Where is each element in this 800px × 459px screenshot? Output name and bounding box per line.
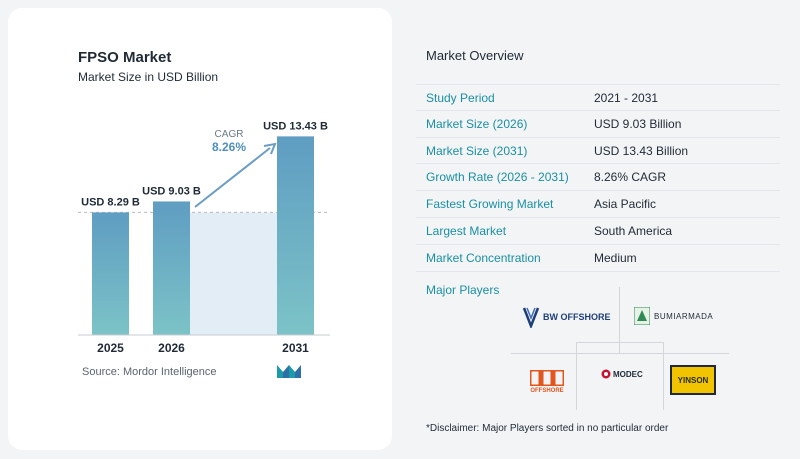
bumi-armada-logo: BUMIARMADA [634, 307, 713, 325]
sbm-icon [530, 370, 564, 386]
overview-value: 2021 - 2031 [594, 91, 659, 105]
overview-title: Market Overview [426, 48, 524, 63]
disclaimer-text: *Disclaimer: Major Players sorted in no … [426, 423, 669, 434]
cagr-arrow-line [194, 147, 271, 208]
yinson-logo: YINSON [670, 365, 716, 395]
overview-value: Asia Pacific [594, 197, 657, 212]
bar-2025 [92, 212, 129, 335]
bw-offshore-icon [522, 307, 540, 328]
players-divider [619, 287, 620, 353]
data-label-2026: USD 9.03 B [142, 185, 201, 197]
sbm-offshore-logo: OFFSHORE [530, 370, 564, 394]
cagr-label: CAGR [215, 129, 244, 140]
chart-title: FPSO Market [78, 49, 172, 66]
players-divider [663, 342, 664, 410]
overview-row: Study Period 2021 - 2031 [416, 84, 780, 111]
overview-value: USD 9.03 Billion [594, 116, 682, 131]
source-text: Source: Mordor Intelligence [82, 366, 217, 378]
overview-label: Study Period [426, 91, 495, 105]
overview-label: Fastest Growing Market [426, 197, 554, 212]
bar-chart: USD 8.29 B 2025 USD 9.03 B 2026 USD 13.43 B 2… [78, 120, 330, 355]
data-label-2025: USD 8.29 B [81, 196, 140, 208]
bumi-armada-icon [634, 307, 650, 325]
chart-subtitle: Market Size in USD Billion [78, 70, 219, 84]
category-label-2031: 2031 [282, 341, 309, 355]
category-label-2025: 2025 [97, 341, 124, 355]
overview-row: Market Size (2031) USD 13.43 Billion [416, 138, 780, 165]
overview-label: Largest Market [426, 223, 507, 238]
bar-2026 [153, 201, 190, 335]
bw-offshore-logo: BW OFFSHORE [522, 306, 611, 328]
overview-label: Market Size (2031) [426, 143, 528, 158]
players-divider [576, 342, 664, 343]
bar-2031 [277, 136, 314, 335]
overview-value: 8.26% CAGR [594, 170, 667, 185]
data-label-2031: USD 13.43 B [263, 120, 328, 132]
sbm-offshore-text: OFFSHORE [530, 388, 564, 394]
category-label-2026: 2026 [158, 341, 185, 355]
mordor-intelligence-logo-icon [277, 365, 301, 378]
yinson-text: YINSON [677, 375, 709, 385]
overview-row: Largest Market South America [416, 218, 780, 245]
overview-row: Growth Rate (2026 - 2031) 8.26% CAGR [416, 164, 780, 192]
bw-offshore-text: BW OFFSHORE [543, 312, 611, 322]
overview-table: Study Period 2021 - 2031 Market Size (202… [416, 84, 780, 272]
cagr-value: 8.26% [212, 140, 246, 154]
modec-logo: MODEC [601, 369, 643, 379]
players-divider [576, 342, 577, 410]
players-divider [511, 353, 729, 354]
overview-label: Market Size (2026) [426, 116, 528, 131]
overview-value: USD 13.43 Billion [594, 143, 689, 158]
modec-text: MODEC [613, 369, 643, 379]
overview-row: Fastest Growing Market Asia Pacific [416, 191, 780, 218]
overview-row: Market Concentration Medium [416, 245, 780, 272]
modec-icon [601, 369, 611, 379]
overview-label: Growth Rate (2026 - 2031) [426, 170, 569, 185]
major-players-title: Major Players [426, 283, 500, 297]
overview-label: Market Concentration [426, 250, 541, 265]
overview-row: Market Size (2026) USD 9.03 Billion [416, 111, 780, 138]
overview-value: Medium [594, 250, 637, 265]
reference-band [190, 212, 277, 335]
bumi-armada-text: BUMIARMADA [654, 311, 714, 321]
cagr-arrow-head [263, 142, 277, 155]
overview-value: South America [594, 223, 673, 238]
